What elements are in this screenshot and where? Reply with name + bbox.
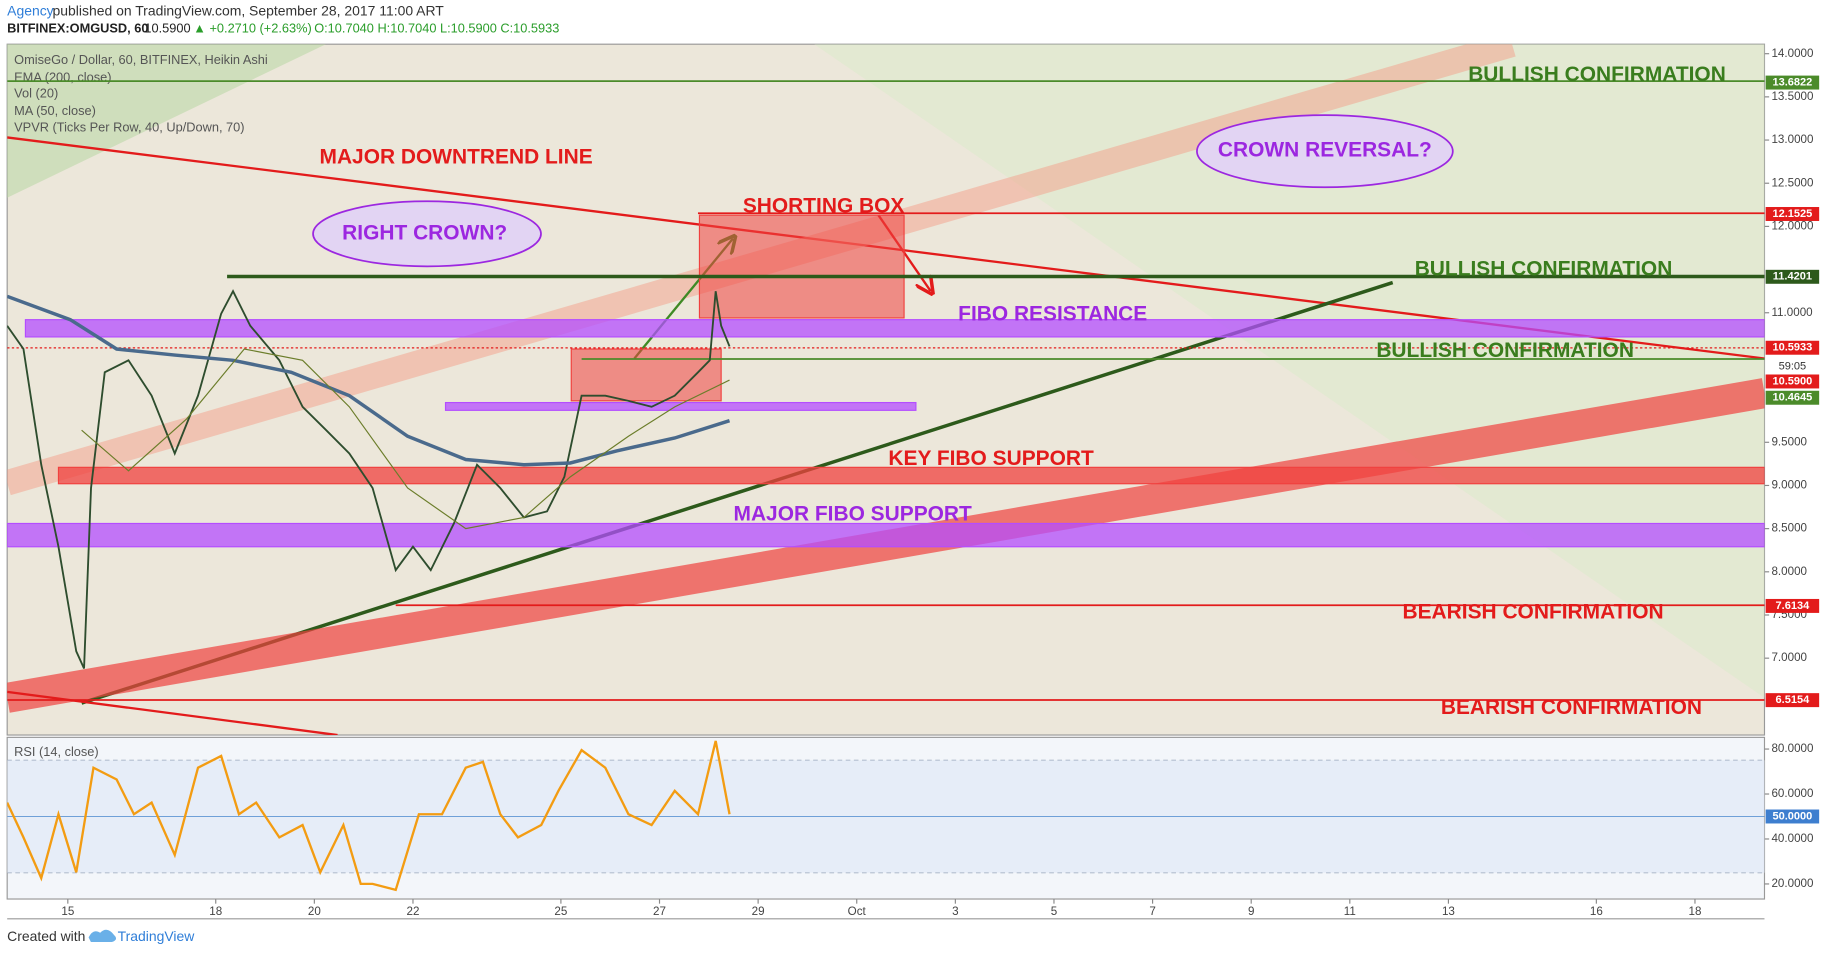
y-tick-label: 12.5000 (1771, 176, 1814, 189)
x-tick-label: 5 (1051, 905, 1057, 918)
annotation: FIBO RESISTANCE (958, 303, 1147, 326)
x-tick-label: 27 (653, 905, 666, 918)
y-tick-label: 60.0000 (1771, 787, 1814, 800)
x-tick-label: 25 (554, 905, 567, 918)
x-tick-label: 18 (1688, 905, 1701, 918)
change: ▲ +0.2710 (+2.63%) (193, 20, 312, 35)
annotation: BULLISH CONFIRMATION (1376, 339, 1634, 362)
logo (88, 929, 117, 943)
x-tick-label: 18 (209, 905, 222, 918)
rsi-tag (1765, 809, 1820, 824)
price-tag-label: 10.5933 (1772, 342, 1812, 354)
annotation: KEY FIBO SUPPORT (888, 447, 1094, 470)
y-tick-label: 40.0000 (1771, 832, 1814, 845)
rsi-tag-label: 50.0000 (1772, 810, 1812, 822)
y-tick-label: 12.0000 (1771, 219, 1814, 232)
annotation: RIGHT CROWN? (342, 221, 507, 244)
x-tick-label: 29 (752, 905, 765, 918)
price-tag (1765, 374, 1820, 389)
price-tag (1765, 598, 1820, 613)
series-line (7, 289, 731, 669)
y-tick-label: 8.0000 (1771, 565, 1807, 578)
annotation: BULLISH CONFIRMATION (1468, 63, 1726, 86)
legend-title: OmiseGo / Dollar, 60, BITFINEX, Heikin A… (14, 52, 268, 67)
price-tag (1765, 75, 1820, 90)
footer-brand[interactable]: TradingView (118, 928, 196, 944)
x-tick-label: Oct (848, 905, 867, 918)
legend-entry: Vol (20) (14, 86, 58, 101)
y-tick-label: 20.0000 (1771, 877, 1814, 890)
series-line (7, 294, 731, 467)
zone (444, 401, 917, 411)
x-tick-label: 3 (952, 905, 958, 918)
last-price: 10.5900 (144, 20, 190, 35)
series-line (81, 348, 730, 530)
annotation: SHORTING BOX (743, 195, 905, 218)
y-tick-label: 8.5000 (1771, 522, 1807, 535)
x-tick-label: 22 (407, 905, 420, 918)
annotation: BEARISH CONFIRMATION (1441, 696, 1702, 719)
y-tick-label: 80.0000 (1771, 742, 1814, 755)
y-tick-label: 7.0000 (1771, 651, 1807, 664)
zone (24, 319, 1765, 338)
price-tag-label: 10.4645 (1772, 392, 1812, 404)
ellipse (312, 200, 542, 268)
x-tick-label: 9 (1248, 905, 1254, 918)
annotation: MAJOR FIBO SUPPORT (734, 503, 973, 526)
annotation: BEARISH CONFIRMATION (1402, 600, 1663, 623)
x-tick-label: 20 (308, 905, 321, 918)
price-tag-label: 7.6134 (1776, 600, 1811, 612)
price-tag-label: 13.6822 (1772, 76, 1812, 88)
drawing-line (7, 690, 338, 736)
series-line (7, 740, 731, 892)
x-tick-label: 13 (1442, 905, 1455, 918)
price-tag-label: 12.1525 (1772, 208, 1812, 220)
y-tick-label: 13.5000 (1771, 90, 1814, 103)
x-tick-label: 7 (1149, 905, 1155, 918)
x-tick-label: 16 (1590, 905, 1603, 918)
price-tag (1765, 390, 1820, 405)
x-tick-label: 11 (1344, 905, 1356, 918)
annotation: CROWN REVERSAL? (1218, 139, 1432, 162)
zone (570, 348, 722, 402)
price-tag (1765, 269, 1820, 284)
price-tag (1765, 693, 1820, 708)
footer-text: Created with (7, 928, 85, 944)
axis-layer: 7.00007.50008.00008.50009.00009.500011.0… (61, 47, 1820, 918)
rsi-title: RSI (14, close) (14, 744, 99, 759)
y-tick-label: 9.5000 (1771, 435, 1807, 448)
rsi-layer (7, 740, 1765, 892)
y-tick-label: 14.0000 (1771, 47, 1814, 60)
y-tick-label: 9.0000 (1771, 479, 1807, 492)
zone (7, 522, 1765, 548)
annotation: MAJOR DOWNTREND LINE (320, 146, 593, 169)
symbol: BITFINEX:OMGUSD, 60 (7, 20, 148, 35)
price-tag (1765, 207, 1820, 221)
price-tag-label: 10.5900 (1772, 375, 1812, 387)
annotation: BULLISH CONFIRMATION (1415, 257, 1673, 280)
y-tick-label: 11.0000 (1771, 306, 1813, 319)
published: published on TradingView.com, September … (53, 2, 445, 18)
ohlc: O:10.7040 H:10.7040 L:10.5900 C:10.5933 (314, 20, 559, 35)
legend-entry: EMA (200, close) (14, 69, 111, 84)
ellipse (1196, 114, 1454, 189)
legend-entry: MA (50, close) (14, 103, 96, 118)
countdown-box (1765, 359, 1820, 374)
countdown: 59:05 (1779, 360, 1807, 372)
price-tag-label: 6.5154 (1776, 694, 1811, 706)
main-layer: MAJOR DOWNTREND LINE SHORTING BOX RIGHT CR… (7, 44, 1765, 736)
price-tag-label: 11.4201 (1773, 271, 1812, 283)
author: Agency (7, 2, 54, 18)
price-tag (1765, 340, 1820, 355)
x-tick-label: 15 (61, 905, 74, 918)
legend-entry: VPVR (Ticks Per Row, 40, Up/Down, 70) (14, 119, 244, 134)
zone (698, 214, 905, 319)
y-tick-label: 13.0000 (1771, 133, 1814, 146)
plot-shade (814, 44, 1765, 698)
